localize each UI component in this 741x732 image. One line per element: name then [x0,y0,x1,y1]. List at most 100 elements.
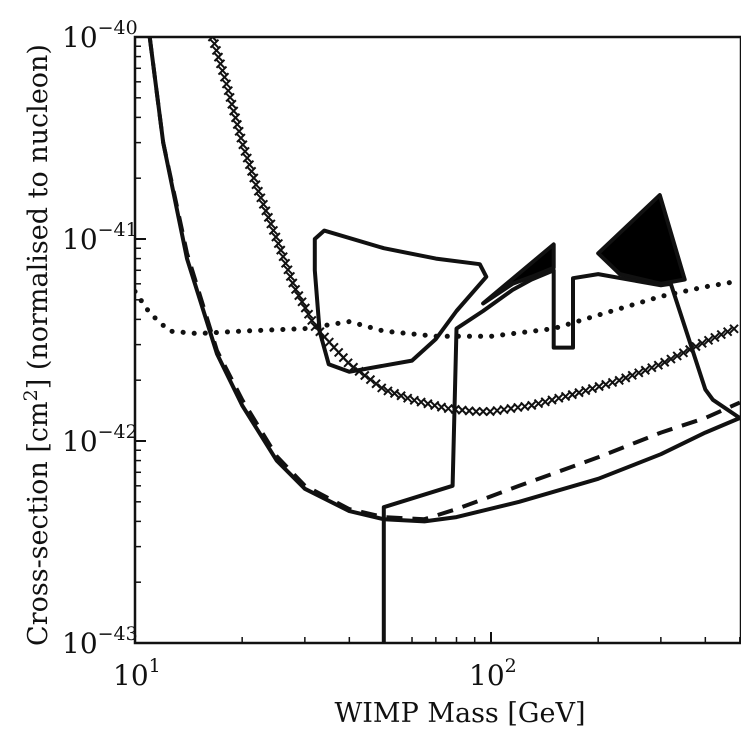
cross-marker [228,106,239,116]
cross-marker [223,86,233,96]
plot-frame [133,35,741,645]
y-tick-base: 10 [62,223,98,256]
cross-marker [271,232,281,242]
cross-marker [429,400,440,411]
series-4 [207,37,739,417]
x-tick-label: 102 [469,655,517,692]
cross-marker [273,238,284,249]
cross-marker [242,153,252,163]
x-tick-base: 10 [469,659,505,692]
cross-marker [268,225,279,236]
cross-marker [227,99,237,109]
cross-marker [607,377,618,388]
y-axis-label: Cross-section [cm2] (normalised to nucle… [20,44,54,646]
region-1 [312,228,489,374]
x-tick-base: 10 [113,659,149,692]
cross-marker [246,166,257,177]
series-5 [381,268,741,643]
y-axis-label-rest: ] (normalised to nucleon) [23,44,54,389]
cross-marker [283,265,293,275]
cross-marker [377,383,387,393]
y-tick-label: 10−40 [62,17,138,54]
y-axis-label-main: Cross-section [cm [23,401,54,646]
y-tick-exp: −41 [98,219,138,241]
cross-marker [533,398,544,409]
cross-marker [297,297,307,307]
y-tick-label: 10−41 [62,219,138,256]
y-tick-exp: −43 [98,623,138,645]
cross-marker [614,375,624,386]
cross-marker [423,399,433,409]
cross-marker [640,365,651,375]
cross-marker [256,193,266,203]
y-tick-label: 10−42 [62,421,138,458]
cross-marker [436,402,447,412]
cross-marker [621,373,631,383]
cross-marker [672,351,682,361]
cross-marker [729,324,739,334]
cross-marker [253,186,264,196]
cross-marker [219,72,230,82]
cross-marker [225,92,235,103]
cross-marker [659,357,670,367]
cross-marker [244,160,255,170]
cross-marker [266,219,276,229]
y-tick-base: 10 [62,21,98,54]
y-tick-label: 10−43 [62,623,138,660]
cross-marker [567,389,578,400]
cross-marker [288,278,298,288]
cross-marker [285,271,296,282]
cross-marker [478,406,488,417]
cross-marker [238,140,248,150]
cross-marker [354,366,364,377]
cross-marker [634,368,644,378]
cross-marker [234,126,244,136]
region-3 [596,193,687,286]
cross-marker [360,370,370,381]
cross-marker [249,173,259,183]
series-line [381,268,741,643]
y-tick-exp: −42 [98,421,138,443]
cross-marker [215,59,226,69]
series-line [147,37,741,522]
region-2 [481,242,556,306]
cross-marker [365,374,376,385]
cross-marker [300,303,311,313]
cross-marker [232,119,243,130]
x-axis-label: WIMP Mass [GeV] [335,698,586,729]
x-tick-label: 101 [113,655,161,692]
cross-marker [276,245,286,255]
cross-marker [213,52,224,62]
cross-marker [627,370,637,381]
cross-marker [307,315,317,326]
cross-marker [647,363,657,373]
cross-marker [594,381,604,392]
cross-marker [666,354,676,364]
cross-marker [587,383,598,394]
cross-marker [710,332,720,343]
cross-marker [409,395,420,406]
cross-marker [258,199,269,210]
cross-marker [581,385,591,396]
cross-marker [471,406,481,417]
cross-marker [527,400,537,411]
cross-marker [348,362,359,372]
cross-marker [221,79,232,89]
cross-marker [217,65,228,76]
cross-marker [716,329,726,340]
y-tick-base: 10 [62,425,98,458]
cross-marker [209,38,220,49]
cross-marker [290,284,301,295]
cross-marker [416,397,426,407]
cross-marker [547,395,557,405]
cross-marker [294,290,304,301]
cross-marker [280,258,291,268]
cross-marker [278,252,288,262]
cross-marker [230,113,241,123]
cross-marker [389,388,400,399]
cross-marker [678,348,689,358]
cross-marker [211,45,222,56]
series-3 [135,278,741,339]
y-tick-exp: −40 [98,17,138,39]
